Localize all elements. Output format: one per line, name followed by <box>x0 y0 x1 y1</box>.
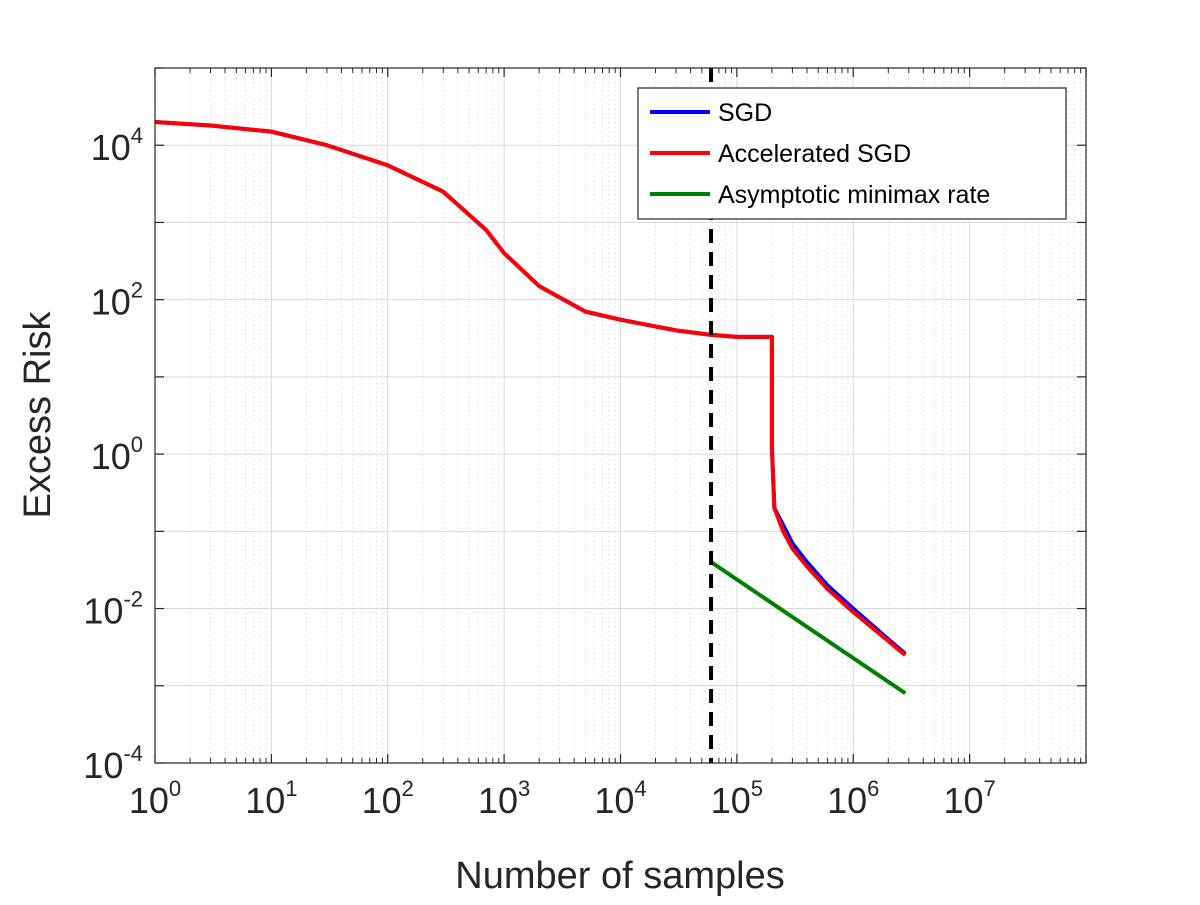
series-line-accelerated-sgd <box>155 119 907 657</box>
axis-ticks <box>154 67 1087 764</box>
y-tick-label: 104 <box>91 123 143 168</box>
legend-label: Accelerated SGD <box>718 140 911 168</box>
x-tick-label: 107 <box>943 776 995 821</box>
x-tick-label: 103 <box>478 776 530 821</box>
x-tick-label: 102 <box>362 776 414 821</box>
minor-grid <box>189 68 1082 763</box>
y-tick-label: 100 <box>91 432 143 477</box>
y-tick-label: 10-4 <box>83 741 143 786</box>
y-axis-title: Excess Risk <box>17 311 59 519</box>
legend-label: Asymptotic minimax rate <box>718 181 990 209</box>
series-line-asymptotic-minimax-rate <box>709 560 907 695</box>
series-layer <box>155 119 907 695</box>
x-tick-label: 101 <box>245 776 297 821</box>
x-tick-label: 104 <box>594 776 646 821</box>
x-tick-labels: 100 101 102 103 104 105 106 107 <box>129 776 996 821</box>
x-tick-label: 100 <box>129 776 181 821</box>
y-tick-label: 102 <box>91 278 143 323</box>
x-tick-label: 105 <box>711 776 763 821</box>
x-axis-title: Number of samples <box>455 855 784 897</box>
legend-label: SGD <box>718 99 772 127</box>
y-tick-label: 10-2 <box>83 587 143 632</box>
x-tick-label: 106 <box>827 776 879 821</box>
legend: SGD Accelerated SGD Asymptotic minimax rat… <box>637 87 1067 220</box>
y-tick-labels: 10-4 10-2 100 102 104 <box>83 123 143 786</box>
